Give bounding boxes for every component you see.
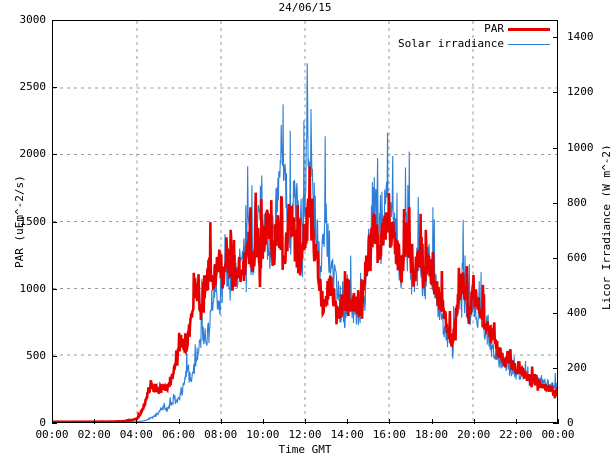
chart-legend: PAR Solar irradiance — [398, 22, 550, 52]
y-axis-right-tick-label: 1200 — [567, 85, 594, 99]
y-axis-right-tick-label: 1400 — [567, 30, 594, 44]
legend-swatch-solar — [508, 44, 550, 45]
x-axis-title: Time GMT — [278, 443, 332, 456]
y-axis-right-tick-label: 800 — [567, 195, 587, 209]
x-axis-tick-label: 22:00 — [499, 428, 533, 441]
y-axis-right-tick — [553, 92, 558, 94]
y-axis-left-tick-label: 3000 — [19, 13, 47, 26]
x-axis-tick-label: 00:00 — [541, 428, 575, 441]
x-axis-tick-label: 20:00 — [457, 428, 491, 441]
x-axis-tick — [220, 419, 222, 424]
y-axis-left-tick-label: 1000 — [19, 281, 47, 295]
y-axis-right-tick-label: 1000 — [567, 140, 594, 154]
y-axis-left-tick — [52, 154, 57, 156]
y-axis-right-tick — [553, 147, 558, 149]
legend-entry-par: PAR — [400, 22, 550, 37]
legend-label-solar: Solar irradiance — [398, 37, 504, 50]
y-axis-left-tick — [52, 288, 57, 290]
x-axis-tick — [178, 419, 180, 424]
y-axis-left-tick — [52, 87, 57, 89]
x-axis-tick — [473, 419, 475, 424]
x-axis-tick-label: 08:00 — [204, 428, 238, 441]
x-axis-tick-label: 04:00 — [119, 428, 153, 441]
legend-entry-solar: Solar irradiance — [398, 37, 550, 52]
x-axis-tick — [558, 419, 559, 424]
y-axis-left-tick — [52, 20, 57, 21]
y-axis-left-tick-label: 2500 — [19, 80, 47, 94]
x-axis-tick-label: 16:00 — [372, 428, 406, 441]
x-axis-tick-label: 00:00 — [35, 428, 69, 441]
y-axis-left-tick — [52, 423, 57, 424]
y-axis-right-tick — [553, 423, 558, 424]
legend-label-par: PAR — [484, 22, 504, 35]
y-axis-left-tick-label: 2000 — [19, 147, 47, 161]
y-axis-right-tick-label: 0 — [567, 416, 574, 429]
chart-title: 24/06/15 — [278, 1, 332, 14]
y-axis-right-tick — [553, 37, 558, 39]
x-axis-tick-label: 18:00 — [414, 428, 449, 441]
x-axis-tick — [389, 419, 391, 424]
y-axis-right-tick-label: 200 — [567, 360, 587, 374]
x-axis-tick — [136, 419, 138, 424]
x-axis-tick — [515, 419, 517, 424]
x-axis-tick-label: 10:00 — [246, 428, 280, 441]
x-axis-tick — [262, 419, 264, 424]
y-axis-right-tick-label: 400 — [567, 305, 587, 319]
y-axis-left-tick-label: 500 — [26, 348, 46, 362]
y-axis-right-tick — [553, 312, 558, 314]
y-axis-right-title: Licor Irradiance (W m^-2) — [600, 144, 610, 310]
x-axis-tick-label: 12:00 — [288, 428, 322, 441]
x-axis-tick — [305, 419, 306, 424]
x-axis-tick — [94, 419, 96, 424]
x-axis-tick — [347, 419, 349, 424]
x-axis-tick-label: 14:00 — [330, 428, 364, 441]
x-axis-tick-label: 06:00 — [161, 428, 196, 441]
x-axis-tick — [52, 419, 53, 424]
x-axis-tick — [431, 419, 433, 424]
x-axis-tick-label: 02:00 — [77, 428, 111, 441]
y-axis-right-tick-label: 600 — [567, 250, 587, 264]
y-axis-left-tick — [52, 355, 57, 357]
y-axis-right-tick — [553, 202, 558, 204]
y-axis-right-tick — [553, 257, 558, 259]
plot-area — [52, 20, 558, 423]
y-axis-right-tick — [553, 367, 558, 369]
data-lines — [53, 63, 557, 422]
y-axis-left-title: PAR (uEm^-2/s) — [13, 175, 26, 268]
y-axis-left-tick-label: 0 — [39, 416, 46, 429]
legend-swatch-par — [508, 28, 550, 31]
y-axis-left-tick-label: 1500 — [19, 214, 47, 228]
y-axis-left-tick — [52, 221, 57, 223]
